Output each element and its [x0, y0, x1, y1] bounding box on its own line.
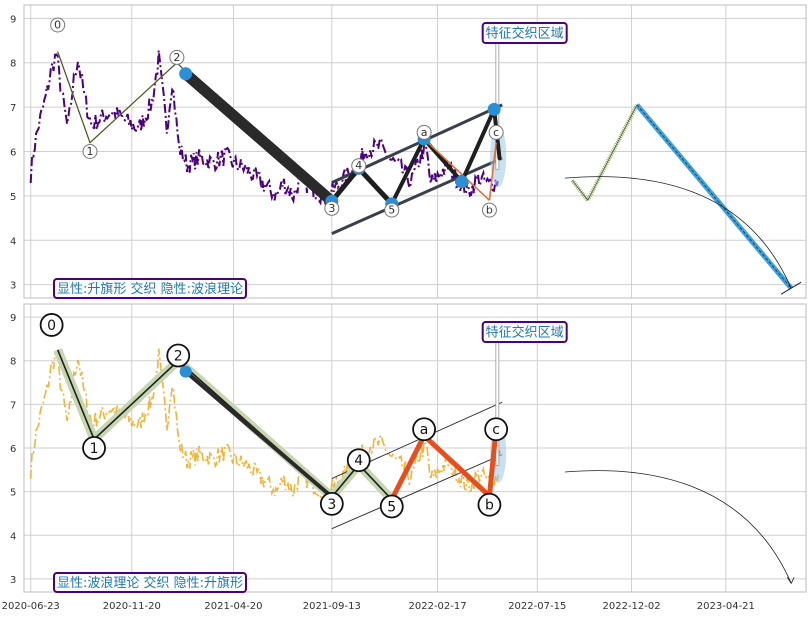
plot-frame: [23, 303, 807, 593]
wave-label-0: 0: [47, 318, 56, 334]
wave-label-3: 3: [328, 202, 335, 215]
wave-label-5: 5: [388, 204, 395, 217]
projection-arrow-head: [786, 577, 795, 585]
info-label-text: 显性:升旗形 交织 隐性:波浪理论: [57, 281, 243, 297]
wave-label-circle: [488, 124, 504, 140]
wave-segment-dark: [184, 370, 334, 499]
wave-band: [53, 348, 396, 503]
info-label-text: 显性:波浪理论 交织 隐性:升旗形: [57, 575, 243, 591]
pivot-marker: [487, 102, 501, 116]
wave-label-4: 4: [354, 453, 363, 469]
wave-label-4: 4: [355, 159, 362, 172]
wave-label-circle: [379, 494, 404, 519]
wave-segment: [389, 137, 427, 206]
y-tick-label: 8: [10, 59, 16, 70]
wave-label-circle: [169, 49, 185, 65]
wave-label-circle: [319, 491, 344, 516]
abc-wave-line: [389, 428, 499, 501]
channel-lower-line: [331, 156, 503, 236]
feature-label-box: [481, 321, 568, 343]
wave-label-circle: [346, 448, 371, 473]
wave-label-1: 1: [90, 441, 99, 457]
channel-lower-line: [331, 454, 503, 530]
wave-label-2: 2: [173, 51, 180, 64]
wave-label-circle: [39, 313, 64, 337]
orange-leg: [423, 138, 490, 201]
wave-label-circle: [384, 202, 400, 218]
wave-label-circle: [166, 343, 191, 368]
wave-label-a: a: [420, 422, 429, 438]
pivot-marker: [455, 175, 469, 189]
wave-segment: [422, 137, 464, 184]
x-tick-label: 2022-07-15: [508, 601, 566, 612]
y-tick-label: 3: [10, 281, 16, 292]
wave-label-0: 0: [54, 18, 61, 31]
info-label-box: [53, 572, 247, 593]
projection-arc: [564, 176, 792, 289]
y-tick-label: 6: [10, 444, 16, 455]
feature-label-text: 特征交织区域: [486, 325, 564, 341]
wave-label-2: 2: [174, 348, 183, 364]
wave-segment: [356, 165, 395, 207]
wave-label-circle: [50, 17, 66, 33]
wave-label-circle: [351, 158, 367, 174]
projection-green-outline: [572, 104, 638, 201]
projection-arc: [564, 470, 792, 584]
wave-label-1: 1: [87, 145, 94, 158]
wave-label-circle: [82, 436, 106, 460]
wave-label-a: a: [421, 126, 428, 139]
y-tick-label: 3: [10, 575, 16, 586]
x-tick-label: 2022-02-17: [409, 601, 467, 612]
wave-label-circle: [477, 492, 502, 517]
y-tick-label: 6: [10, 148, 16, 159]
wave-label-b: b: [485, 498, 494, 514]
wave-label-5: 5: [387, 499, 396, 515]
wave-label-circle: [416, 124, 432, 140]
x-tick-label: 2021-04-20: [204, 601, 262, 612]
y-tick-label: 5: [10, 192, 16, 203]
early-wave-outline: [57, 51, 186, 144]
price-series-line: [29, 348, 499, 501]
wave-label-c: c: [492, 422, 500, 438]
x-tick-label: 2020-11-20: [103, 601, 161, 612]
y-tick-label: 4: [10, 531, 16, 542]
plot-frame: [23, 4, 807, 299]
x-tick-label: 2021-09-13: [303, 601, 361, 612]
y-tick-label: 8: [10, 357, 16, 368]
wave-label-3: 3: [327, 497, 336, 513]
x-tick-label: 2023-04-21: [697, 601, 755, 612]
y-tick-label: 9: [10, 14, 16, 25]
feature-label-text: 特征交织区域: [486, 26, 564, 42]
y-tick-label: 7: [10, 103, 16, 114]
info-label-box: [53, 278, 247, 299]
x-tick-label: 2020-06-23: [2, 601, 60, 612]
y-tick-label: 7: [10, 400, 16, 411]
wave-label-circle: [412, 417, 436, 442]
y-tick-label: 9: [10, 313, 16, 324]
projection-blue-line: [635, 103, 794, 290]
pivot-marker: [179, 365, 192, 378]
wave-label-circle: [484, 417, 509, 442]
projection-green-line: [570, 103, 639, 205]
arc-end-mark: [780, 281, 802, 295]
price-series-line: [29, 50, 500, 206]
wave-segment: [329, 165, 362, 204]
wave-label-c: c: [493, 126, 499, 139]
feature-label-box: [481, 22, 568, 44]
wave-label-circle: [82, 144, 98, 159]
wave-label-circle: [324, 200, 340, 216]
pivot-marker: [179, 67, 193, 81]
y-tick-label: 4: [10, 236, 16, 247]
orange-leg: [488, 142, 497, 201]
wave-segment: [459, 107, 497, 184]
wave-label-circle: [481, 202, 497, 218]
y-tick-label: 5: [10, 488, 16, 499]
x-tick-label: 2022-12-02: [602, 601, 660, 612]
wave-segment: [180, 68, 338, 207]
wave-label-b: b: [486, 204, 493, 217]
